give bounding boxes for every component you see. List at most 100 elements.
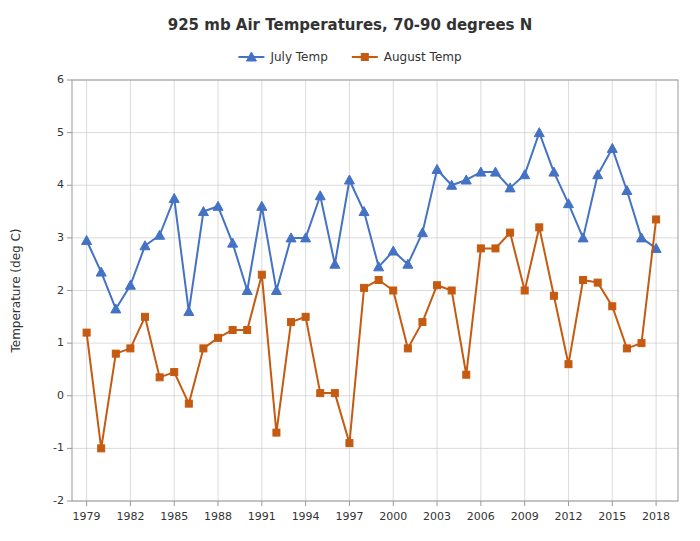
y-tick-label: 4 <box>57 178 64 191</box>
point <box>83 329 90 336</box>
point <box>563 199 573 208</box>
point <box>96 267 106 276</box>
point <box>622 186 632 195</box>
x-tick-label: 2012 <box>554 510 582 523</box>
x-grid-line <box>261 80 262 501</box>
y-tick-label: 2 <box>57 284 64 297</box>
y-axis-label: Temperature (deg C) <box>9 228 23 353</box>
legend-label: July Temp <box>269 50 327 64</box>
x-grid-line <box>480 80 481 501</box>
y-tick-label: 6 <box>57 73 64 86</box>
point <box>82 236 92 245</box>
x-tick <box>393 501 394 506</box>
legend-marker <box>246 52 256 61</box>
x-tick <box>261 501 262 506</box>
point <box>142 313 149 320</box>
series <box>83 216 659 452</box>
point <box>361 284 368 291</box>
point <box>434 282 441 289</box>
legend-item: August Temp <box>352 50 462 64</box>
point <box>228 238 238 247</box>
point <box>550 292 557 299</box>
x-tick-label: 2018 <box>642 510 670 523</box>
point <box>593 170 603 179</box>
x-grid-line <box>218 80 219 501</box>
point <box>242 286 252 295</box>
grid <box>72 80 678 501</box>
title: 925 mb Air Temperatures, 70-90 degrees N <box>168 16 533 34</box>
x-tick <box>130 501 131 506</box>
point <box>184 307 194 316</box>
point <box>534 128 544 137</box>
x-tick-label: 2009 <box>511 510 539 523</box>
x-grid-line <box>86 80 87 501</box>
point <box>594 279 601 286</box>
point <box>244 326 251 333</box>
series-line <box>87 219 656 448</box>
point <box>477 245 484 252</box>
x-tick <box>218 501 219 506</box>
point <box>258 271 265 278</box>
x-tick <box>86 501 87 506</box>
point <box>257 201 267 210</box>
point <box>273 429 280 436</box>
x-tick-label: 1979 <box>73 510 101 523</box>
x-grid-line <box>130 80 131 501</box>
point <box>653 216 660 223</box>
point <box>636 233 646 242</box>
point <box>374 262 384 271</box>
point <box>213 201 223 210</box>
y-tick-label: 5 <box>57 126 64 139</box>
y-tick <box>67 395 72 396</box>
point <box>215 334 222 341</box>
point <box>288 319 295 326</box>
point <box>301 233 311 242</box>
y-tick <box>67 80 72 81</box>
y-tick <box>67 343 72 344</box>
x-tick-label: 1988 <box>204 510 232 523</box>
point <box>490 167 500 176</box>
y-tick-label: 1 <box>57 336 64 349</box>
point <box>403 259 413 268</box>
x-tick-label: 1991 <box>248 510 276 523</box>
point <box>286 233 296 242</box>
plot-frame <box>72 80 678 501</box>
x-tick-label: 2015 <box>598 510 626 523</box>
point <box>565 361 572 368</box>
x-tick <box>568 501 569 506</box>
x-tick <box>524 501 525 506</box>
x-tick-label: 1994 <box>292 510 320 523</box>
x-grid-line <box>568 80 569 501</box>
point <box>111 304 121 313</box>
point <box>609 303 616 310</box>
x-tick <box>612 501 613 506</box>
chart: -2-1012345619791982198519881991199419972… <box>0 0 700 541</box>
x-grid-line <box>174 80 175 501</box>
point <box>448 287 455 294</box>
point <box>171 369 178 376</box>
series <box>82 128 661 316</box>
point <box>127 345 134 352</box>
point <box>388 246 398 255</box>
point <box>317 390 324 397</box>
x-tick-label: 2006 <box>467 510 495 523</box>
point <box>315 191 325 200</box>
legend-item: July Temp <box>238 50 327 64</box>
y-grid-line <box>72 343 678 344</box>
point <box>229 326 236 333</box>
point <box>98 445 105 452</box>
y-grid-line <box>72 290 678 291</box>
x-tick-label: 2003 <box>423 510 451 523</box>
y-tick <box>67 185 72 186</box>
x-tick <box>349 501 350 506</box>
x-tick <box>480 501 481 506</box>
point <box>432 164 442 173</box>
y-tick <box>67 448 72 449</box>
x-tick-label: 1982 <box>116 510 144 523</box>
y-grid-line <box>72 448 678 449</box>
x-tick <box>305 501 306 506</box>
point <box>447 180 457 189</box>
x-tick-label: 1997 <box>335 510 363 523</box>
point <box>331 390 338 397</box>
x-tick <box>656 501 657 506</box>
